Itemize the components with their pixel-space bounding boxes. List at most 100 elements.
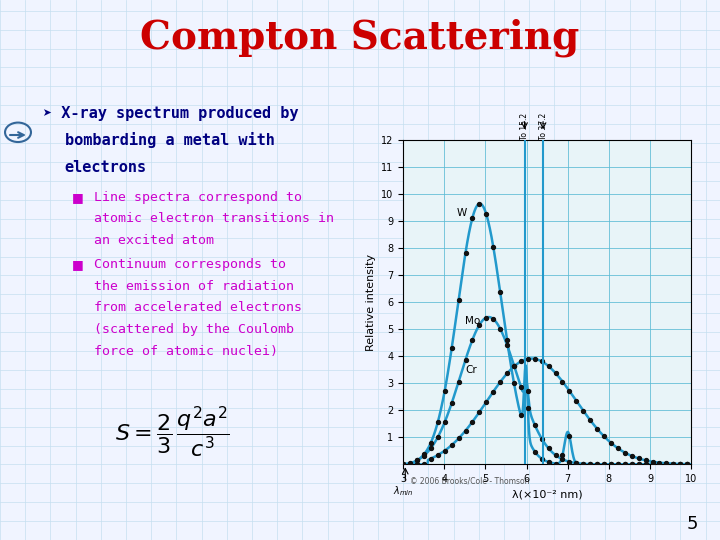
Point bbox=[681, 460, 693, 469]
Point bbox=[647, 460, 658, 469]
Text: Line spectra correspond to: Line spectra correspond to bbox=[94, 191, 302, 204]
Point bbox=[405, 460, 416, 469]
Point bbox=[516, 383, 527, 391]
Point bbox=[516, 357, 527, 366]
Point bbox=[557, 451, 568, 460]
Point bbox=[495, 378, 506, 387]
Point bbox=[432, 417, 444, 426]
Point bbox=[598, 432, 610, 441]
Point bbox=[640, 460, 652, 469]
Point bbox=[467, 213, 478, 222]
Point bbox=[501, 341, 513, 349]
Text: an excited atom: an excited atom bbox=[94, 234, 214, 247]
Point bbox=[439, 446, 451, 455]
Point bbox=[536, 434, 547, 443]
Point bbox=[460, 355, 472, 364]
Point bbox=[487, 242, 499, 251]
Point bbox=[577, 460, 589, 468]
Point bbox=[508, 362, 520, 371]
Point bbox=[425, 438, 436, 447]
Point bbox=[606, 460, 617, 469]
Point bbox=[508, 361, 520, 370]
Text: Continuum corresponds to: Continuum corresponds to bbox=[94, 258, 286, 271]
Point bbox=[661, 460, 672, 469]
Point bbox=[661, 460, 672, 469]
Point bbox=[570, 396, 582, 405]
Point bbox=[661, 459, 672, 468]
Point bbox=[647, 457, 658, 466]
Y-axis label: Relative intensity: Relative intensity bbox=[366, 254, 376, 351]
Point bbox=[536, 357, 547, 366]
Point bbox=[640, 456, 652, 465]
Text: To 15.2: To 15.2 bbox=[520, 113, 529, 140]
Point bbox=[495, 288, 506, 296]
Point bbox=[570, 459, 582, 468]
Point bbox=[446, 399, 457, 408]
Point bbox=[467, 417, 478, 426]
Point bbox=[667, 460, 679, 469]
Point bbox=[397, 460, 409, 469]
Point bbox=[675, 460, 686, 468]
Text: Cr: Cr bbox=[465, 364, 477, 375]
Point bbox=[411, 456, 423, 465]
Point bbox=[564, 457, 575, 466]
Point bbox=[405, 458, 416, 467]
Text: 5: 5 bbox=[687, 515, 698, 533]
Text: atomic electron transitions in: atomic electron transitions in bbox=[94, 212, 333, 225]
Point bbox=[543, 458, 554, 467]
Point bbox=[453, 434, 464, 443]
Point bbox=[570, 459, 582, 468]
Point bbox=[598, 460, 610, 469]
Point bbox=[550, 459, 562, 468]
Point bbox=[439, 418, 451, 427]
Point bbox=[681, 460, 693, 469]
Point bbox=[550, 451, 562, 460]
Point bbox=[557, 377, 568, 386]
Point bbox=[612, 460, 624, 469]
Point bbox=[654, 460, 665, 469]
Point bbox=[606, 438, 617, 447]
Point bbox=[626, 460, 637, 469]
Point bbox=[591, 460, 603, 469]
Point bbox=[654, 458, 665, 467]
Point bbox=[640, 460, 652, 469]
Point bbox=[577, 407, 589, 415]
Point bbox=[557, 455, 568, 464]
Point bbox=[675, 460, 686, 469]
Point bbox=[446, 344, 457, 353]
Point bbox=[633, 460, 644, 469]
Point bbox=[516, 411, 527, 420]
Point bbox=[508, 379, 520, 388]
Text: electrons: electrons bbox=[65, 160, 147, 175]
Point bbox=[474, 199, 485, 208]
Point bbox=[474, 321, 485, 329]
Point bbox=[480, 313, 492, 322]
X-axis label: λ(×10⁻² nm): λ(×10⁻² nm) bbox=[512, 490, 582, 500]
Point bbox=[411, 460, 423, 469]
Point bbox=[474, 408, 485, 416]
Point bbox=[453, 377, 464, 386]
Point bbox=[495, 325, 506, 333]
Point bbox=[453, 295, 464, 304]
Point bbox=[647, 460, 658, 469]
Text: W: W bbox=[456, 208, 467, 218]
Point bbox=[501, 336, 513, 345]
Point bbox=[418, 450, 430, 458]
Point bbox=[467, 335, 478, 344]
Point bbox=[487, 387, 499, 396]
Point bbox=[480, 210, 492, 219]
Point bbox=[529, 447, 541, 456]
Point bbox=[397, 460, 409, 469]
Text: bombarding a metal with: bombarding a metal with bbox=[65, 132, 274, 149]
Text: ■: ■ bbox=[72, 258, 84, 271]
Point bbox=[522, 387, 534, 396]
Point bbox=[633, 454, 644, 463]
Point bbox=[487, 315, 499, 323]
Point bbox=[681, 460, 693, 469]
Point bbox=[564, 387, 575, 395]
Point bbox=[522, 355, 534, 363]
Point bbox=[536, 454, 547, 463]
Point bbox=[612, 460, 624, 469]
Point bbox=[619, 448, 631, 457]
Point bbox=[501, 369, 513, 378]
